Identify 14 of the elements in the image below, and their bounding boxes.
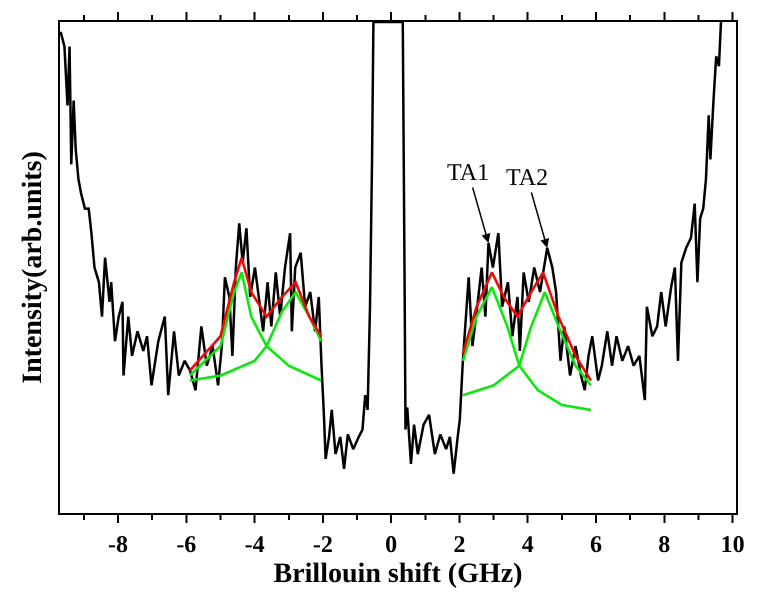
x-tick-label: 0: [385, 532, 398, 558]
x-tick-label: -2: [312, 532, 333, 558]
x-tick-label: -8: [108, 532, 128, 558]
x-tick-label: -4: [244, 532, 265, 558]
x-tick-label: -6: [176, 532, 196, 558]
y-axis-title: Intensity(arb.units): [17, 151, 48, 384]
x-axis-title: Brillouin shift (GHz): [274, 558, 522, 589]
x-tick-label: 8: [658, 532, 670, 558]
x-tick-label: 6: [590, 532, 602, 558]
x-tick-label: 10: [720, 532, 745, 558]
annotation: TA1: [447, 160, 490, 186]
x-tick-label: 4: [522, 532, 534, 558]
x-tick-label: 2: [453, 532, 466, 558]
annotation: TA2: [506, 165, 548, 191]
